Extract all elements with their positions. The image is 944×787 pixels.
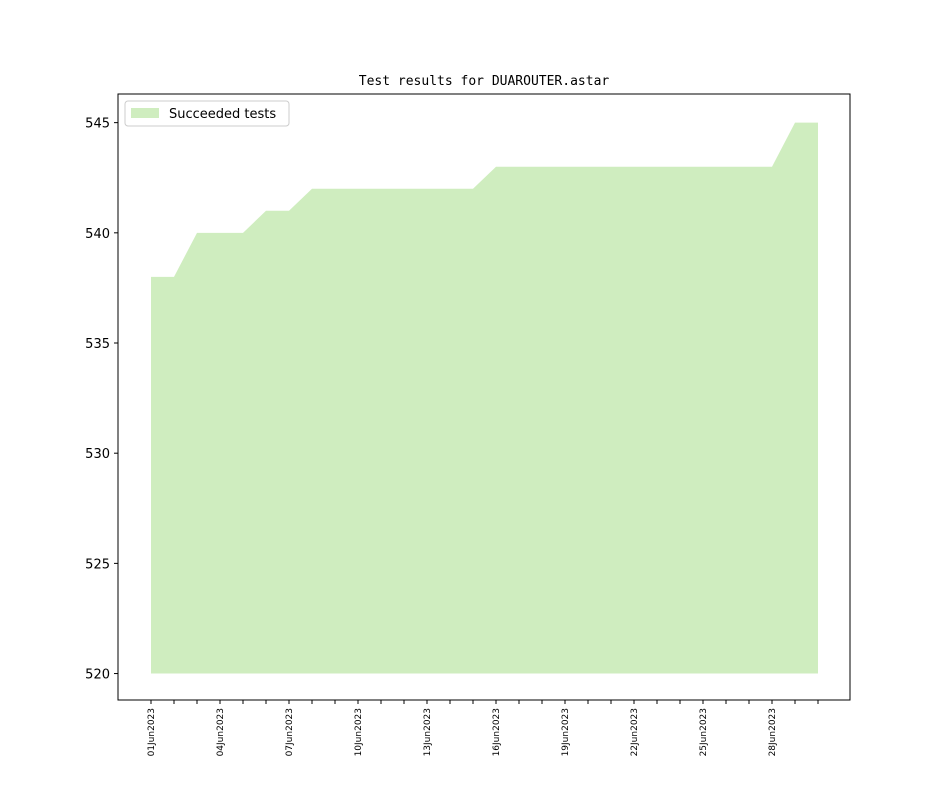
legend-box — [124, 100, 290, 127]
x-tick-label: 28Jun2023 — [768, 708, 778, 756]
legend-label: Succeeded tests — [169, 107, 276, 122]
y-tick-label: 520 — [85, 668, 110, 683]
x-tick-label: 16Jun2023 — [492, 708, 502, 756]
y-tick-label: 545 — [85, 117, 110, 132]
x-tick-label: 07Jun2023 — [285, 708, 295, 756]
area — [151, 122, 818, 674]
x-tick-label: 25Jun2023 — [699, 708, 709, 756]
y-tick-label: 530 — [85, 447, 110, 462]
x-tick-label: 04Jun2023 — [216, 708, 226, 756]
x-tick-label: 01Jun2023 — [147, 708, 157, 756]
x-tick-label: 10Jun2023 — [354, 708, 364, 756]
x-tick-label: 19Jun2023 — [561, 708, 571, 756]
legend-swatch — [131, 108, 159, 118]
x-tick-label: 13Jun2023 — [423, 708, 433, 756]
y-tick-label: 535 — [85, 337, 110, 352]
y-tick-label: 525 — [85, 557, 110, 572]
plot-frame — [117, 93, 851, 701]
x-tick-label: 22Jun2023 — [630, 708, 640, 756]
y-tick-label: 540 — [85, 227, 110, 242]
chart-title: Test results for DUAROUTER.astar — [359, 74, 610, 89]
